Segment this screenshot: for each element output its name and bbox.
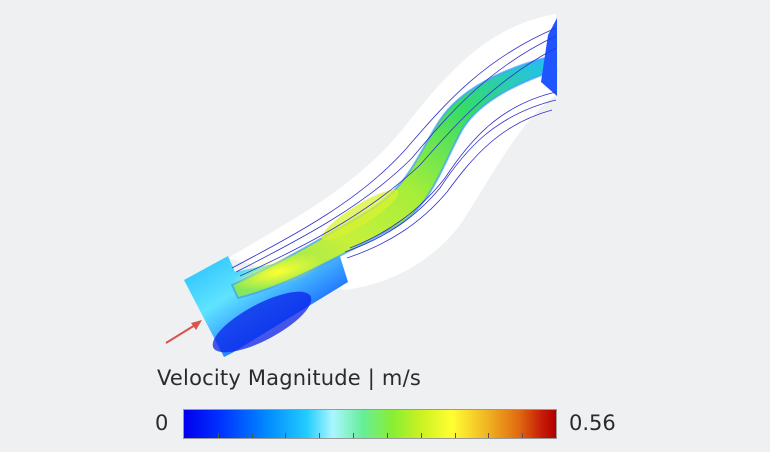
streamlines	[231, 27, 557, 277]
colorbar-tick	[251, 433, 253, 438]
flow-domain	[228, 14, 556, 290]
legend-title: Velocity Magnitude | m/s	[157, 366, 422, 390]
legend-max-label: 0.56	[569, 411, 616, 435]
color-scale-bar	[183, 409, 557, 439]
colorbar-tick	[454, 433, 456, 438]
jet-hotspot	[231, 253, 325, 291]
inlet-dark-region	[212, 291, 312, 353]
colorbar-tick	[285, 433, 287, 438]
colorbar-tick	[386, 433, 388, 438]
colorbar-tick	[353, 433, 355, 438]
colorbar-tick	[488, 433, 490, 438]
colorbar-tick	[522, 433, 524, 438]
jet-core	[321, 189, 399, 241]
colorbar-tick	[217, 433, 219, 438]
colorbar-tick	[420, 433, 422, 438]
legend-min-label: 0	[155, 411, 169, 435]
arrow-icon	[165, 320, 202, 344]
colorbar-tick	[319, 433, 321, 438]
